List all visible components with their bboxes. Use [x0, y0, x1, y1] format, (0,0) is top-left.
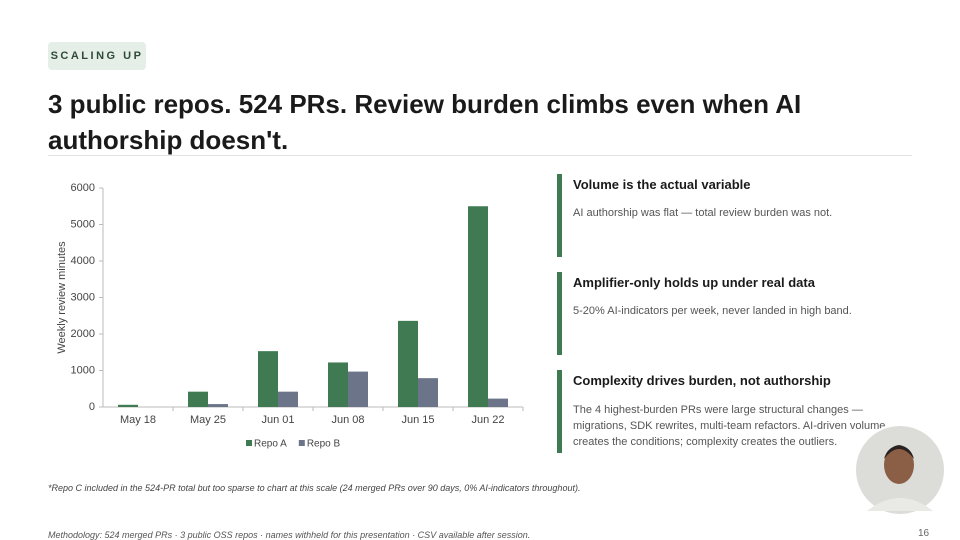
- page-number: 16: [918, 528, 930, 539]
- bar: [348, 371, 368, 407]
- y-tick-label: 4000: [71, 255, 95, 267]
- panel-heading: Volume is the actual variable: [573, 177, 751, 192]
- slide-title: 3 public repos. 524 PRs. Review burden c…: [48, 89, 802, 155]
- bar: [328, 362, 348, 407]
- y-tick-label: 0: [89, 401, 95, 413]
- x-tick-label: Jun 15: [401, 414, 434, 426]
- panel-body: The 4 highest-burden PRs were large stru…: [573, 404, 886, 448]
- x-tick-label: Jun 22: [471, 414, 504, 426]
- bar: [278, 391, 298, 407]
- bar: [468, 206, 488, 407]
- methodology: Methodology: 524 merged PRs · 3 public O…: [48, 530, 531, 540]
- legend-label: Repo B: [307, 439, 341, 450]
- divider: [48, 155, 912, 156]
- panel-accent: [557, 174, 562, 257]
- y-tick-label: 6000: [71, 182, 95, 194]
- y-axis-label: Weekly review minutes: [56, 241, 68, 354]
- panel-body: AI authorship was flat — total review bu…: [573, 207, 833, 219]
- x-tick-label: Jun 01: [261, 414, 294, 426]
- panel-body: 5-20% AI-indicators per week, never land…: [573, 305, 852, 317]
- bar: [488, 398, 508, 407]
- section-tag: SCALING UP: [48, 42, 146, 70]
- legend-swatch: [298, 440, 305, 446]
- bar: [208, 404, 228, 407]
- bar: [398, 320, 418, 407]
- x-tick-label: Jun 08: [331, 414, 364, 426]
- y-tick-label: 2000: [71, 328, 95, 340]
- bar: [188, 391, 208, 407]
- panel-accent: [557, 370, 562, 453]
- footnote: *Repo C included in the 524-PR total but…: [48, 483, 581, 493]
- chart: 0 1000 2000 3000 4000 5000 6000 Weekly review m…: [56, 182, 524, 450]
- legend-swatch: [246, 440, 252, 446]
- y-tick-label: 3000: [71, 291, 95, 303]
- y-tick-label: 5000: [71, 218, 95, 230]
- y-tick-label: 1000: [71, 364, 95, 376]
- panel-accent: [557, 272, 562, 355]
- x-tick-label: May 25: [190, 414, 226, 426]
- x-tick-label: May 18: [120, 414, 156, 426]
- panel-heading: Amplifier-only holds up under real data: [573, 275, 815, 290]
- bar: [118, 404, 138, 407]
- webcam: [854, 424, 946, 516]
- bar: [258, 351, 278, 407]
- legend-label: Repo A: [254, 439, 287, 450]
- bar: [418, 378, 438, 407]
- panel-heading: Complexity drives burden, not authorship: [573, 373, 831, 388]
